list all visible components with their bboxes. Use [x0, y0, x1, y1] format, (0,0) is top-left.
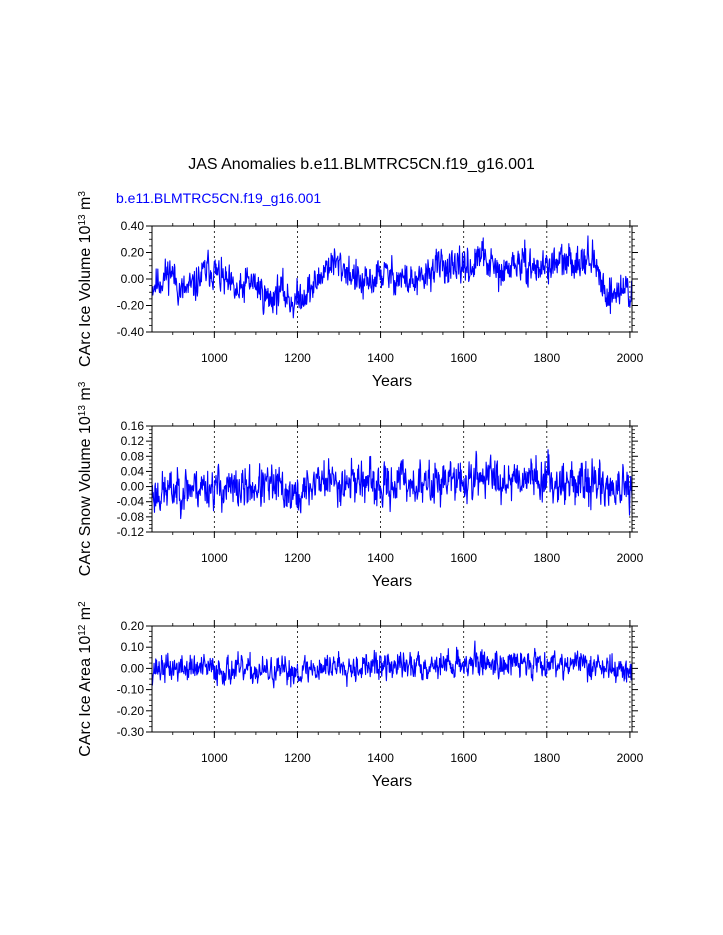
x-tick-label: 1800	[533, 551, 560, 565]
y-tick-label: 0.10	[121, 640, 145, 654]
x-tick-label: 1400	[367, 351, 394, 365]
series-legend-label: b.e11.BLMTRC5CN.f19_g16.001	[116, 190, 322, 206]
series-line	[151, 235, 633, 319]
x-axis-label: Years	[372, 573, 412, 590]
y-axis-label: CArc Snow Volume 1013 m3	[77, 381, 95, 576]
y-tick-label: 0.20	[121, 619, 145, 633]
x-tick-label: 1200	[284, 751, 311, 765]
x-tick-label: 1600	[450, 551, 477, 565]
y-tick-label: 0.40	[121, 219, 145, 233]
x-tick-label: 1200	[284, 351, 311, 365]
y-tick-label: -0.40	[117, 325, 145, 339]
x-axis-label: Years	[372, 773, 412, 790]
x-tick-label: 2000	[617, 751, 644, 765]
chart-panel-3: -0.30 -0.20 -0.10 0.00 0.10 0.20 1000 1200 1400 1…	[77, 601, 644, 790]
x-tick-label: 1000	[201, 751, 228, 765]
y-tick-label: -0.04	[117, 495, 145, 509]
x-axis-label: Years	[372, 373, 412, 390]
y-tick-label: 0.12	[121, 434, 145, 448]
x-tick-label: 1800	[533, 351, 560, 365]
series-line	[151, 640, 633, 689]
y-tick-label: 0.00	[121, 272, 145, 286]
chart-panel-2: -0.12-0.08-0.040.00 0.040.080.120.16 1000 1…	[77, 381, 644, 590]
x-tick-label: 2000	[617, 551, 644, 565]
x-tick-label: 1800	[533, 751, 560, 765]
y-tick-label: 0.00	[121, 661, 145, 675]
chart-panel-1: -0.40 -0.20 0.00 0.20 0.40 1000 1200 1400 1600 18…	[77, 191, 644, 390]
y-tick-label: -0.20	[117, 704, 145, 718]
x-tick-label: 2000	[617, 351, 644, 365]
chart-title: JAS Anomalies b.e11.BLMTRC5CN.f19_g16.00…	[188, 156, 535, 173]
x-tick-label: 1400	[367, 551, 394, 565]
y-tick-label: -0.10	[117, 683, 145, 697]
y-tick-label: 0.00	[121, 480, 145, 494]
y-axis-label: CArc Ice Area 1012 m2	[77, 601, 95, 757]
x-tick-label: 1400	[367, 751, 394, 765]
y-tick-label: 0.08	[121, 449, 145, 463]
x-tick-label: 1600	[450, 751, 477, 765]
x-tick-label: 1200	[284, 551, 311, 565]
series-line	[151, 449, 633, 520]
y-tick-label: 0.16	[121, 419, 145, 433]
x-tick-label: 1600	[450, 351, 477, 365]
x-tick-label: 1000	[201, 551, 228, 565]
y-tick-label: -0.30	[117, 725, 145, 739]
y-tick-label: -0.08	[117, 510, 145, 524]
y-axis-label: CArc Ice Volume 1013 m3	[77, 191, 95, 367]
y-tick-label: -0.20	[117, 299, 145, 313]
y-tick-label: 0.20	[121, 246, 145, 260]
y-tick-label: -0.12	[117, 525, 145, 539]
y-tick-label: 0.04	[121, 464, 145, 478]
x-tick-label: 1000	[201, 351, 228, 365]
